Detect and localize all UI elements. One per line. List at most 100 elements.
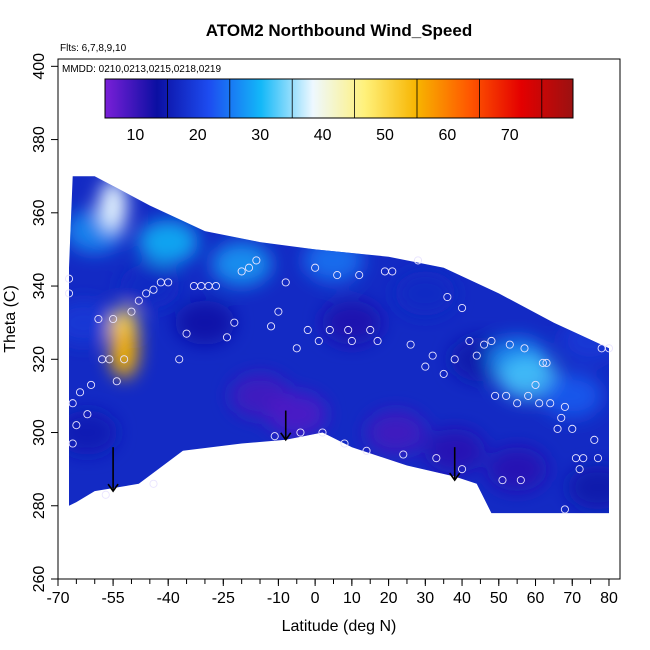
y-tick-label: 400	[31, 53, 48, 80]
y-axis: 260 280 300 320 340 360 380 400	[31, 53, 58, 592]
flight-point	[101, 490, 110, 499]
plot-frame	[57, 58, 621, 580]
flight-point	[64, 274, 74, 283]
flight-point	[362, 446, 371, 455]
flight-point	[134, 296, 143, 305]
flight-point	[487, 336, 496, 346]
flight-point	[87, 380, 96, 389]
flight-points	[64, 256, 614, 514]
colorbar: 10 20 30 40 50 60 70	[104, 78, 574, 144]
arrow-head	[449, 472, 461, 482]
colorbar-tick-label: 40	[314, 127, 332, 144]
flight-point	[292, 344, 301, 353]
flight-point	[524, 391, 533, 400]
flight-point	[109, 314, 118, 324]
flight-point	[68, 439, 77, 448]
flight-point	[542, 358, 551, 367]
x-tick-label: 10	[343, 590, 361, 607]
flight-point	[491, 391, 500, 400]
flight-point	[366, 325, 375, 335]
flight-point	[502, 391, 511, 400]
flight-point	[211, 281, 220, 291]
flight-point	[175, 355, 184, 364]
y-tick-label: 340	[31, 273, 48, 300]
date-annotation: MMDD: 0210,0213,0215,0218,0219	[62, 64, 221, 75]
flight-point	[406, 340, 415, 349]
flight-point	[505, 340, 514, 349]
x-tick-label: -25	[212, 590, 235, 607]
flight-point	[373, 336, 382, 346]
flight-point	[252, 256, 261, 265]
field-sample	[266, 392, 327, 437]
flight-point	[112, 377, 121, 386]
flight-point	[72, 421, 81, 430]
flight-point	[149, 285, 158, 294]
flight-point	[535, 399, 544, 408]
colorbar-gradient	[104, 78, 574, 119]
flight-point	[516, 476, 525, 485]
colorbar-tick-label: 30	[251, 127, 269, 144]
flight-point	[340, 439, 349, 448]
flight-point	[266, 322, 276, 331]
flight-point	[230, 318, 239, 327]
flight-point	[480, 340, 489, 349]
flight-point	[557, 413, 566, 422]
flight-point	[182, 329, 191, 338]
y-tick-label: 380	[31, 126, 48, 153]
flight-point	[428, 351, 437, 360]
colorbar-tick-label: 60	[439, 127, 457, 144]
flight-point	[498, 476, 507, 485]
flight-point	[458, 303, 467, 313]
x-tick-label: 30	[416, 590, 434, 607]
direction-arrows	[107, 410, 461, 493]
flight-point	[472, 351, 481, 360]
field-sample	[138, 220, 199, 265]
y-tick-label: 300	[31, 419, 48, 446]
colorbar-tick-label: 70	[501, 127, 519, 144]
y-tick-label: 360	[31, 199, 48, 226]
field-sample	[395, 271, 456, 316]
flight-point	[443, 292, 452, 302]
flight-point	[538, 358, 547, 367]
chart-title: ATOM2 Northbound Wind_Speed	[206, 21, 472, 40]
x-tick-label: 40	[453, 590, 471, 607]
x-tick-label: 60	[527, 590, 545, 607]
flight-point	[270, 432, 279, 441]
field-sample	[174, 300, 235, 345]
flight-point	[94, 314, 103, 324]
y-axis-label: Theta (C)	[2, 285, 19, 353]
x-tick-label: 70	[563, 590, 581, 607]
flight-point	[413, 256, 423, 265]
field-sample	[69, 410, 118, 455]
x-tick-label: -40	[157, 590, 180, 607]
y-tick-label: 320	[31, 346, 48, 373]
flight-point	[222, 333, 232, 342]
field-sample	[321, 300, 382, 345]
flight-point	[568, 424, 577, 433]
flight-point	[465, 336, 474, 346]
flight-point	[604, 344, 614, 353]
flight-point	[560, 402, 569, 411]
x-tick-label: 50	[490, 590, 508, 607]
flight-point	[432, 454, 441, 463]
flight-point	[520, 344, 529, 353]
flight-point	[593, 454, 603, 463]
colorbar-tick-label: 20	[189, 127, 207, 144]
flight-point	[296, 428, 305, 437]
flight-point	[458, 465, 467, 474]
flight-point	[83, 410, 92, 419]
field-sample	[69, 300, 114, 345]
x-tick-label: -70	[46, 590, 69, 607]
flight-point	[347, 336, 356, 346]
flight-point	[68, 399, 77, 408]
field-sample	[560, 318, 609, 363]
field-sample	[110, 325, 139, 378]
x-tick-label: -55	[102, 590, 125, 607]
flight-point	[244, 263, 254, 272]
x-tick-label: -10	[267, 590, 290, 607]
flight-point	[399, 450, 408, 459]
flight-point	[560, 505, 569, 514]
flight-point	[333, 271, 342, 280]
flight-point	[579, 454, 588, 463]
